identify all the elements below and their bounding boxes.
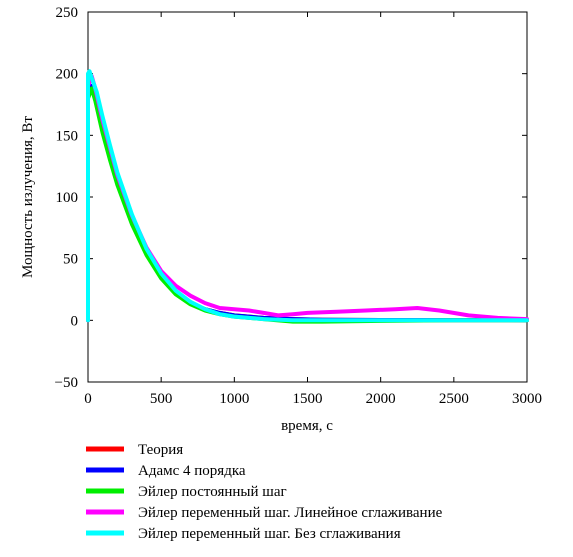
- x-ticks: 0 500 1000 1500 2000 2500 3000: [84, 12, 542, 407]
- x-tick-label: 500: [150, 391, 173, 407]
- y-tick-label: 200: [56, 67, 79, 83]
- x-tick-label: 3000: [512, 391, 542, 407]
- y-tick-label: 100: [56, 190, 79, 206]
- plot-frame: [87, 11, 528, 383]
- y-tick-label: 150: [56, 128, 79, 144]
- y-tick-label: 0: [71, 313, 79, 329]
- x-tick-label: 2500: [439, 391, 469, 407]
- y-ticks: −50 0 50 100 150 200 250: [55, 5, 527, 391]
- legend-label: Эйлер переменный шаг. Без сглаживания: [138, 526, 401, 542]
- y-tick-label: −50: [55, 375, 78, 391]
- legend-label: Теория: [138, 442, 183, 458]
- x-tick-label: 1500: [293, 391, 323, 407]
- legend-label: Адамс 4 порядка: [138, 463, 246, 479]
- x-tick-label: 0: [84, 391, 92, 407]
- legend: Теория Адамс 4 порядка Эйлер постоянный ша…: [86, 442, 443, 542]
- x-tick-label: 2000: [366, 391, 396, 407]
- series-line-5: [86, 69, 529, 323]
- legend-label: Эйлер постоянный шаг: [138, 484, 287, 500]
- y-axis-label: Мощность излучения, Вт: [20, 116, 36, 278]
- x-axis-label: время, с: [281, 418, 333, 434]
- y-tick-label: 250: [56, 5, 79, 21]
- series-layer: [86, 69, 529, 324]
- x-tick-label: 1000: [219, 391, 249, 407]
- legend-label: Эйлер переменный шаг. Линейное сглаживан…: [138, 505, 443, 521]
- y-tick-label: 50: [63, 252, 78, 268]
